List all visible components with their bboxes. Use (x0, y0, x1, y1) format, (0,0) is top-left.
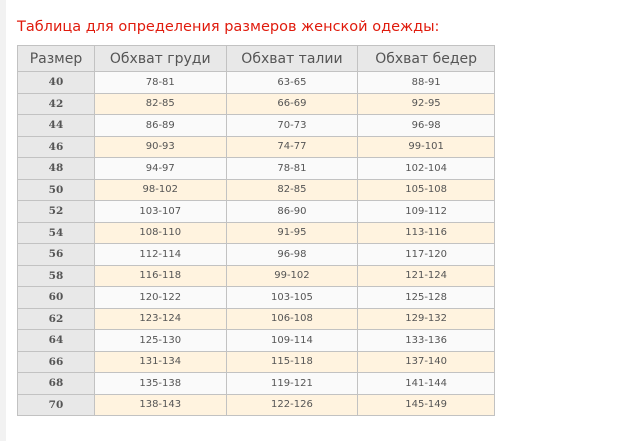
cell-bust: 103-107 (93, 200, 227, 223)
cell-waist: 70-73 (225, 114, 359, 137)
table-row: 58 116-118 99-102 121-124 (17, 264, 495, 287)
header-size: Размер (17, 45, 95, 72)
table-header-row: Размер Обхват груди Обхват талии Обхват … (17, 45, 495, 72)
cell-bust: 90-93 (93, 135, 227, 158)
cell-bust: 138-143 (93, 393, 227, 416)
cell-size: 40 (17, 71, 95, 94)
cell-hips: 133-136 (357, 329, 495, 352)
cell-bust: 125-130 (93, 329, 227, 352)
cell-bust: 86-89 (93, 114, 227, 137)
cell-hips: 145-149 (357, 393, 495, 416)
cell-waist: 66-69 (225, 92, 359, 115)
cell-size: 68 (17, 372, 95, 395)
cell-waist: 86-90 (225, 200, 359, 223)
cell-waist: 74-77 (225, 135, 359, 158)
cell-bust: 98-102 (93, 178, 227, 201)
table-row: 60 120-122 103-105 125-128 (17, 286, 495, 309)
cell-hips: 96-98 (357, 114, 495, 137)
cell-waist: 119-121 (225, 372, 359, 395)
cell-bust: 120-122 (93, 286, 227, 309)
header-hips: Обхват бедер (357, 45, 495, 72)
cell-hips: 129-132 (357, 307, 495, 330)
size-table: Размер Обхват груди Обхват талии Обхват … (17, 45, 495, 416)
table-row: 50 98-102 82-85 105-108 (17, 178, 495, 201)
cell-hips: 102-104 (357, 157, 495, 180)
cell-size: 56 (17, 243, 95, 266)
table-row: 68 135-138 119-121 141-144 (17, 372, 495, 395)
cell-hips: 99-101 (357, 135, 495, 158)
cell-hips: 109-112 (357, 200, 495, 223)
cell-size: 44 (17, 114, 95, 137)
cell-bust: 78-81 (93, 71, 227, 94)
cell-size: 66 (17, 350, 95, 373)
cell-bust: 94-97 (93, 157, 227, 180)
table-row: 48 94-97 78-81 102-104 (17, 157, 495, 180)
cell-size: 42 (17, 92, 95, 115)
cell-bust: 112-114 (93, 243, 227, 266)
cell-waist: 115-118 (225, 350, 359, 373)
cell-hips: 88-91 (357, 71, 495, 94)
table-row: 46 90-93 74-77 99-101 (17, 135, 495, 158)
cell-waist: 63-65 (225, 71, 359, 94)
table-row: 52 103-107 86-90 109-112 (17, 200, 495, 223)
cell-waist: 109-114 (225, 329, 359, 352)
cell-hips: 141-144 (357, 372, 495, 395)
cell-bust: 108-110 (93, 221, 227, 244)
cell-waist: 78-81 (225, 157, 359, 180)
cell-hips: 113-116 (357, 221, 495, 244)
cell-size: 70 (17, 393, 95, 416)
cell-size: 46 (17, 135, 95, 158)
cell-size: 54 (17, 221, 95, 244)
cell-hips: 105-108 (357, 178, 495, 201)
table-row: 62 123-124 106-108 129-132 (17, 307, 495, 330)
cell-waist: 96-98 (225, 243, 359, 266)
cell-size: 64 (17, 329, 95, 352)
cell-waist: 103-105 (225, 286, 359, 309)
cell-waist: 91-95 (225, 221, 359, 244)
cell-size: 60 (17, 286, 95, 309)
page-title: Таблица для определения размеров женской… (17, 19, 440, 35)
cell-bust: 123-124 (93, 307, 227, 330)
header-waist: Обхват талии (225, 45, 359, 72)
table-row: 56 112-114 96-98 117-120 (17, 243, 495, 266)
table-row: 44 86-89 70-73 96-98 (17, 114, 495, 137)
cell-size: 48 (17, 157, 95, 180)
cell-waist: 122-126 (225, 393, 359, 416)
table-row: 54 108-110 91-95 113-116 (17, 221, 495, 244)
cell-waist: 106-108 (225, 307, 359, 330)
cell-size: 58 (17, 264, 95, 287)
cell-bust: 135-138 (93, 372, 227, 395)
cell-hips: 92-95 (357, 92, 495, 115)
cell-bust: 82-85 (93, 92, 227, 115)
cell-hips: 121-124 (357, 264, 495, 287)
table-row: 40 78-81 63-65 88-91 (17, 71, 495, 94)
cell-size: 62 (17, 307, 95, 330)
cell-waist: 99-102 (225, 264, 359, 287)
cell-hips: 117-120 (357, 243, 495, 266)
cell-waist: 82-85 (225, 178, 359, 201)
cell-hips: 125-128 (357, 286, 495, 309)
table-row: 42 82-85 66-69 92-95 (17, 92, 495, 115)
table-row: 64 125-130 109-114 133-136 (17, 329, 495, 352)
table-row: 70 138-143 122-126 145-149 (17, 393, 495, 416)
page-margin (0, 0, 6, 441)
cell-hips: 137-140 (357, 350, 495, 373)
cell-size: 52 (17, 200, 95, 223)
cell-bust: 116-118 (93, 264, 227, 287)
cell-size: 50 (17, 178, 95, 201)
cell-bust: 131-134 (93, 350, 227, 373)
header-bust: Обхват груди (93, 45, 227, 72)
table-row: 66 131-134 115-118 137-140 (17, 350, 495, 373)
